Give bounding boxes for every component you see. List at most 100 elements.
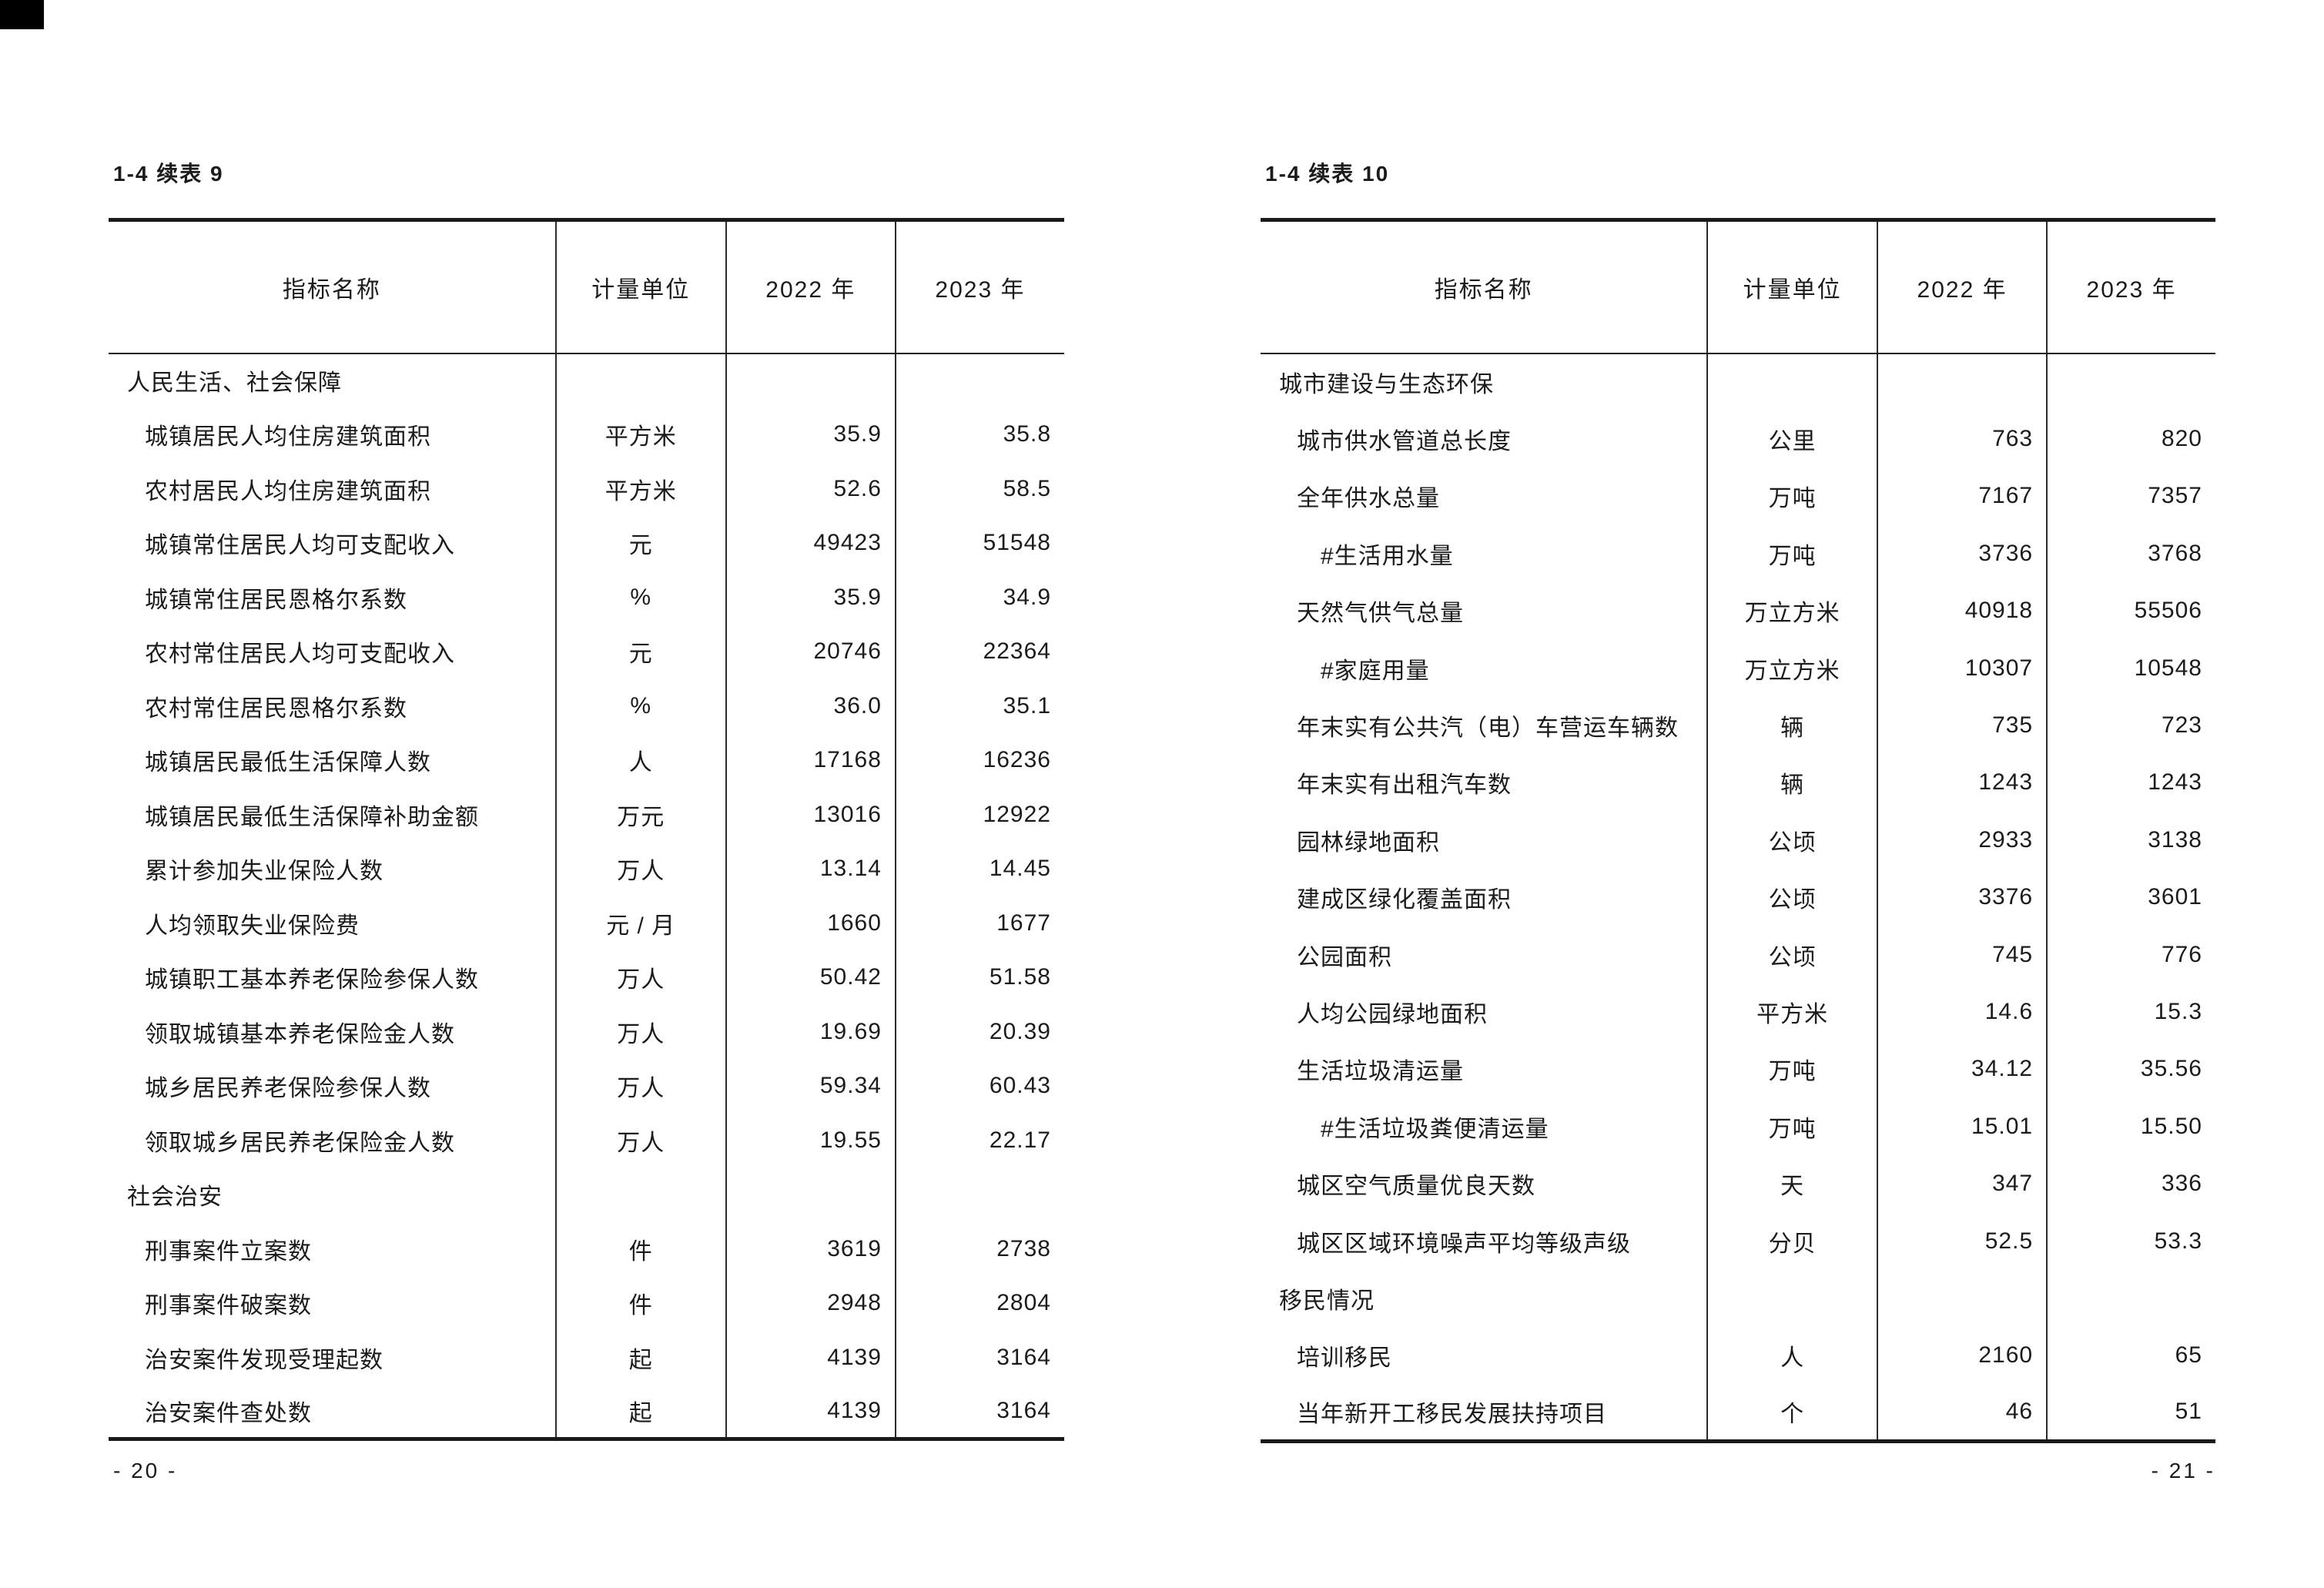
row-value-2022: 50.42 xyxy=(725,950,896,1005)
row-unit: 元 xyxy=(554,625,726,679)
row-value-2022: 34.12 xyxy=(1877,1040,2048,1098)
table-row: 刑事案件立案数 件 3619 2738 xyxy=(109,1221,1064,1276)
row-value-2022: 15.01 xyxy=(1877,1097,2048,1155)
row-value-2022: 3736 xyxy=(1877,524,2048,583)
row-value-2023: 776 xyxy=(2046,926,2215,983)
row-label: 城乡居民养老保险参保人数 xyxy=(145,1076,431,1102)
row-value-2023: 1243 xyxy=(2046,754,2215,812)
row-value-2023: 10548 xyxy=(2046,639,2215,697)
row-unit: 起 xyxy=(554,1385,726,1439)
table-row: 治安案件发现受理起数 起 4139 3164 xyxy=(109,1330,1064,1385)
row-value-2022: 35.9 xyxy=(725,407,896,462)
row-unit: 公顷 xyxy=(1706,926,1878,983)
table-row: 培训移民 人 2160 65 xyxy=(1261,1327,2215,1385)
row-unit: 人 xyxy=(554,733,726,788)
row-value-2023 xyxy=(2046,1269,2215,1328)
row-value-2023: 51.58 xyxy=(894,950,1064,1005)
row-value-2022: 2933 xyxy=(1877,811,2048,869)
row-value-2022: 3376 xyxy=(1877,869,2048,926)
row-label: 刑事案件破案数 xyxy=(145,1293,312,1319)
row-value-2022: 36.0 xyxy=(725,678,896,733)
row-unit: 人 xyxy=(1706,1327,1878,1385)
row-value-2022: 46 xyxy=(1877,1384,2048,1442)
row-label: 公园面积 xyxy=(1297,944,1392,970)
table-row: 生活垃圾清运量 万吨 34.12 35.56 xyxy=(1261,1040,2215,1098)
row-value-2022 xyxy=(1877,1269,2048,1328)
row-value-2022: 14.6 xyxy=(1877,983,2048,1041)
table-row: #生活垃圾粪便清运量 万吨 15.01 15.50 xyxy=(1261,1097,2215,1155)
row-label: 生活垃圾清运量 xyxy=(1297,1059,1464,1085)
row-label: 天然气供气总量 xyxy=(1297,601,1464,627)
row-value-2023: 35.8 xyxy=(894,407,1064,462)
row-label: 城区区域环境噪声平均等级声级 xyxy=(1297,1231,1631,1257)
row-label: 领取城乡居民养老保险金人数 xyxy=(145,1130,455,1156)
row-label: 农村居民人均住房建筑面积 xyxy=(145,478,431,504)
row-value-2022: 59.34 xyxy=(725,1059,896,1114)
table-row: 农村常住居民人均可支配收入 元 20746 22364 xyxy=(109,625,1064,679)
row-value-2022: 49423 xyxy=(725,516,896,571)
row-unit: 万立方米 xyxy=(1706,582,1878,640)
header-row: 指标名称 计量单位 2022 年 2023 年 xyxy=(109,219,1064,354)
table-row: 城市建设与生态环保 xyxy=(1261,353,2215,410)
row-label: 城区空气质量优良天数 xyxy=(1297,1174,1535,1200)
row-value-2022: 52.6 xyxy=(725,461,896,516)
row-value-2022: 19.69 xyxy=(725,1004,896,1059)
row-label: #生活用水量 xyxy=(1321,543,1454,569)
row-label: 年末实有公共汽（电）车营运车辆数 xyxy=(1297,715,1679,742)
row-value-2023: 35.1 xyxy=(894,678,1064,733)
row-value-2023: 2738 xyxy=(894,1221,1064,1276)
row-unit: 平方米 xyxy=(554,407,726,462)
row-value-2022: 19.55 xyxy=(725,1113,896,1168)
row-unit: 元 xyxy=(554,516,726,571)
row-label: 城镇常住居民恩格尔系数 xyxy=(145,587,407,613)
column-header-2022: 2022 年 xyxy=(725,219,896,354)
column-header-2023: 2023 年 xyxy=(2046,219,2215,354)
row-value-2022: 1243 xyxy=(1877,754,2048,812)
table-row: 年末实有出租汽车数辆 1243 1243 xyxy=(1261,754,2215,812)
table-row: 刑事案件破案数 件 2948 2804 xyxy=(109,1276,1064,1331)
row-value-2022: 13016 xyxy=(725,787,896,842)
row-label: 治安案件发现受理起数 xyxy=(145,1347,383,1373)
table-row: 城镇居民最低生活保障补助金额 万元 13016 12922 xyxy=(109,787,1064,842)
row-value-2023: 55506 xyxy=(2046,582,2215,640)
row-unit xyxy=(1706,353,1878,410)
page-number-right: - 21 - xyxy=(2151,1459,2215,1482)
row-unit: 个 xyxy=(1706,1384,1878,1442)
row-value-2022: 3619 xyxy=(725,1221,896,1276)
row-label: 建成区绿化覆盖面积 xyxy=(1297,887,1512,913)
row-value-2023: 15.3 xyxy=(2046,983,2215,1041)
row-unit: 件 xyxy=(554,1221,726,1276)
row-label: 人均公园绿地面积 xyxy=(1297,1001,1488,1027)
row-label: 城市建设与生态环保 xyxy=(1279,372,1494,398)
row-unit: 万吨 xyxy=(1706,467,1878,525)
row-value-2022: 1660 xyxy=(725,896,896,950)
table-row: 天然气供气总量 万立方米 40918 55506 xyxy=(1261,582,2215,640)
row-label: 领取城镇基本养老保险金人数 xyxy=(145,1021,455,1047)
row-label: 农村常住居民恩格尔系数 xyxy=(145,695,407,722)
row-label: 刑事案件立案数 xyxy=(145,1238,312,1265)
column-header-unit: 计量单位 xyxy=(554,219,726,354)
row-unit: 公里 xyxy=(1706,410,1878,468)
row-value-2023: 51548 xyxy=(894,516,1064,571)
row-label: 年末实有出租汽车数 xyxy=(1297,772,1512,799)
row-value-2022: 4139 xyxy=(725,1330,896,1385)
row-unit: 万人 xyxy=(554,950,726,1005)
row-value-2022: 2948 xyxy=(725,1276,896,1331)
row-unit: % xyxy=(554,570,726,625)
row-label: 城镇常住居民人均可支配收入 xyxy=(145,533,455,559)
table-row: 城区区域环境噪声平均等级声级 分贝 52.5 53.3 xyxy=(1261,1212,2215,1270)
row-value-2023 xyxy=(894,353,1064,407)
table-row: 园林绿地面积 公顷 2933 3138 xyxy=(1261,811,2215,869)
column-header-unit: 计量单位 xyxy=(1706,219,1878,354)
row-value-2023: 2804 xyxy=(894,1276,1064,1331)
row-unit xyxy=(1706,1269,1878,1328)
table-row: 领取城乡居民养老保险金人数 万人 19.55 22.17 xyxy=(109,1113,1064,1168)
row-unit: 件 xyxy=(554,1276,726,1331)
row-value-2023: 53.3 xyxy=(2046,1212,2215,1270)
row-unit: 辆 xyxy=(1706,754,1878,812)
row-value-2023: 336 xyxy=(2046,1154,2215,1213)
row-value-2023: 22364 xyxy=(894,625,1064,679)
row-value-2023: 14.45 xyxy=(894,842,1064,896)
row-label: 人均领取失业保险费 xyxy=(145,913,360,939)
row-unit: 万元 xyxy=(554,787,726,842)
